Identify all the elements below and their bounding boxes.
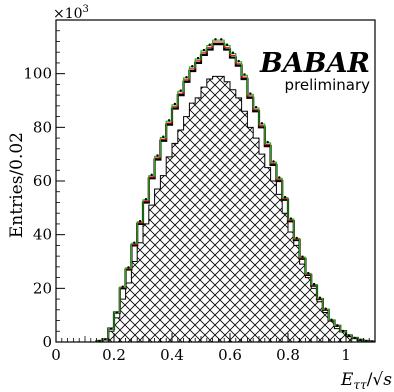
- data-point: [341, 329, 345, 333]
- x-tick-label: 0.6: [218, 346, 242, 364]
- data-point: [295, 236, 298, 240]
- data-point: [196, 56, 200, 60]
- data-point: [173, 102, 177, 106]
- y-tick-label: 100: [23, 65, 52, 83]
- data-point: [127, 266, 130, 269]
- y-tick-label: 20: [33, 279, 52, 297]
- data-point: [121, 285, 124, 288]
- data-point: [359, 338, 362, 342]
- series-layer: [95, 38, 375, 342]
- data-point: [133, 241, 136, 244]
- data-point: [260, 122, 264, 125]
- data-point: [254, 106, 258, 109]
- x-tick-label: 0.4: [160, 346, 184, 364]
- x-tick-label: 0.2: [102, 346, 126, 364]
- data-point: [312, 282, 316, 286]
- y-tick-label: 0: [42, 333, 52, 351]
- series-hatched-histogram: [96, 75, 375, 342]
- x-axis-label: Eττ/√s: [340, 370, 392, 392]
- x-tick-label: 1: [341, 346, 351, 364]
- data-point: [307, 271, 310, 275]
- y-tick-label: 40: [33, 226, 52, 244]
- data-point: [318, 296, 322, 299]
- data-point: [167, 119, 171, 122]
- data-point: [243, 73, 246, 76]
- data-point: [208, 43, 211, 46]
- data-point: [324, 307, 327, 310]
- data-point: [109, 327, 113, 330]
- y-tick-label: 80: [33, 118, 52, 136]
- y-axis-label: Entries/0.02: [7, 132, 27, 238]
- data-point: [225, 43, 229, 46]
- data-point: [214, 38, 217, 41]
- data-point: [220, 38, 223, 41]
- data-point: [301, 255, 304, 258]
- data-point: [283, 195, 287, 199]
- data-point: [138, 220, 142, 223]
- data-point: [179, 89, 182, 92]
- x-tick-label: 0: [51, 346, 61, 364]
- data-point: [249, 92, 252, 95]
- series-step-line-3: [96, 39, 375, 342]
- data-point: [150, 173, 153, 177]
- data-point: [202, 48, 206, 52]
- data-point: [330, 318, 333, 321]
- data-point: [162, 135, 165, 138]
- data-point: [156, 154, 159, 157]
- data-point: [115, 311, 119, 314]
- data-point: [336, 324, 339, 327]
- data-point: [185, 75, 188, 79]
- babar-logo: BABAR: [259, 48, 370, 79]
- y-exponent-label: ×103: [53, 4, 89, 22]
- data-point: [347, 334, 351, 337]
- data-point: [104, 338, 107, 341]
- data-point: [231, 51, 235, 54]
- y-tick-label: 60: [33, 172, 52, 190]
- preliminary-label: preliminary: [285, 76, 371, 94]
- data-point: [278, 176, 281, 179]
- plot-frame: [55, 19, 376, 343]
- data-point: [272, 160, 275, 163]
- data-point: [237, 59, 240, 63]
- data-point: [191, 64, 194, 68]
- data-point: [266, 140, 269, 144]
- data-point: [289, 217, 293, 220]
- x-tick-label: 0.8: [276, 346, 300, 364]
- data-point: [144, 198, 148, 201]
- data-point: [353, 336, 356, 340]
